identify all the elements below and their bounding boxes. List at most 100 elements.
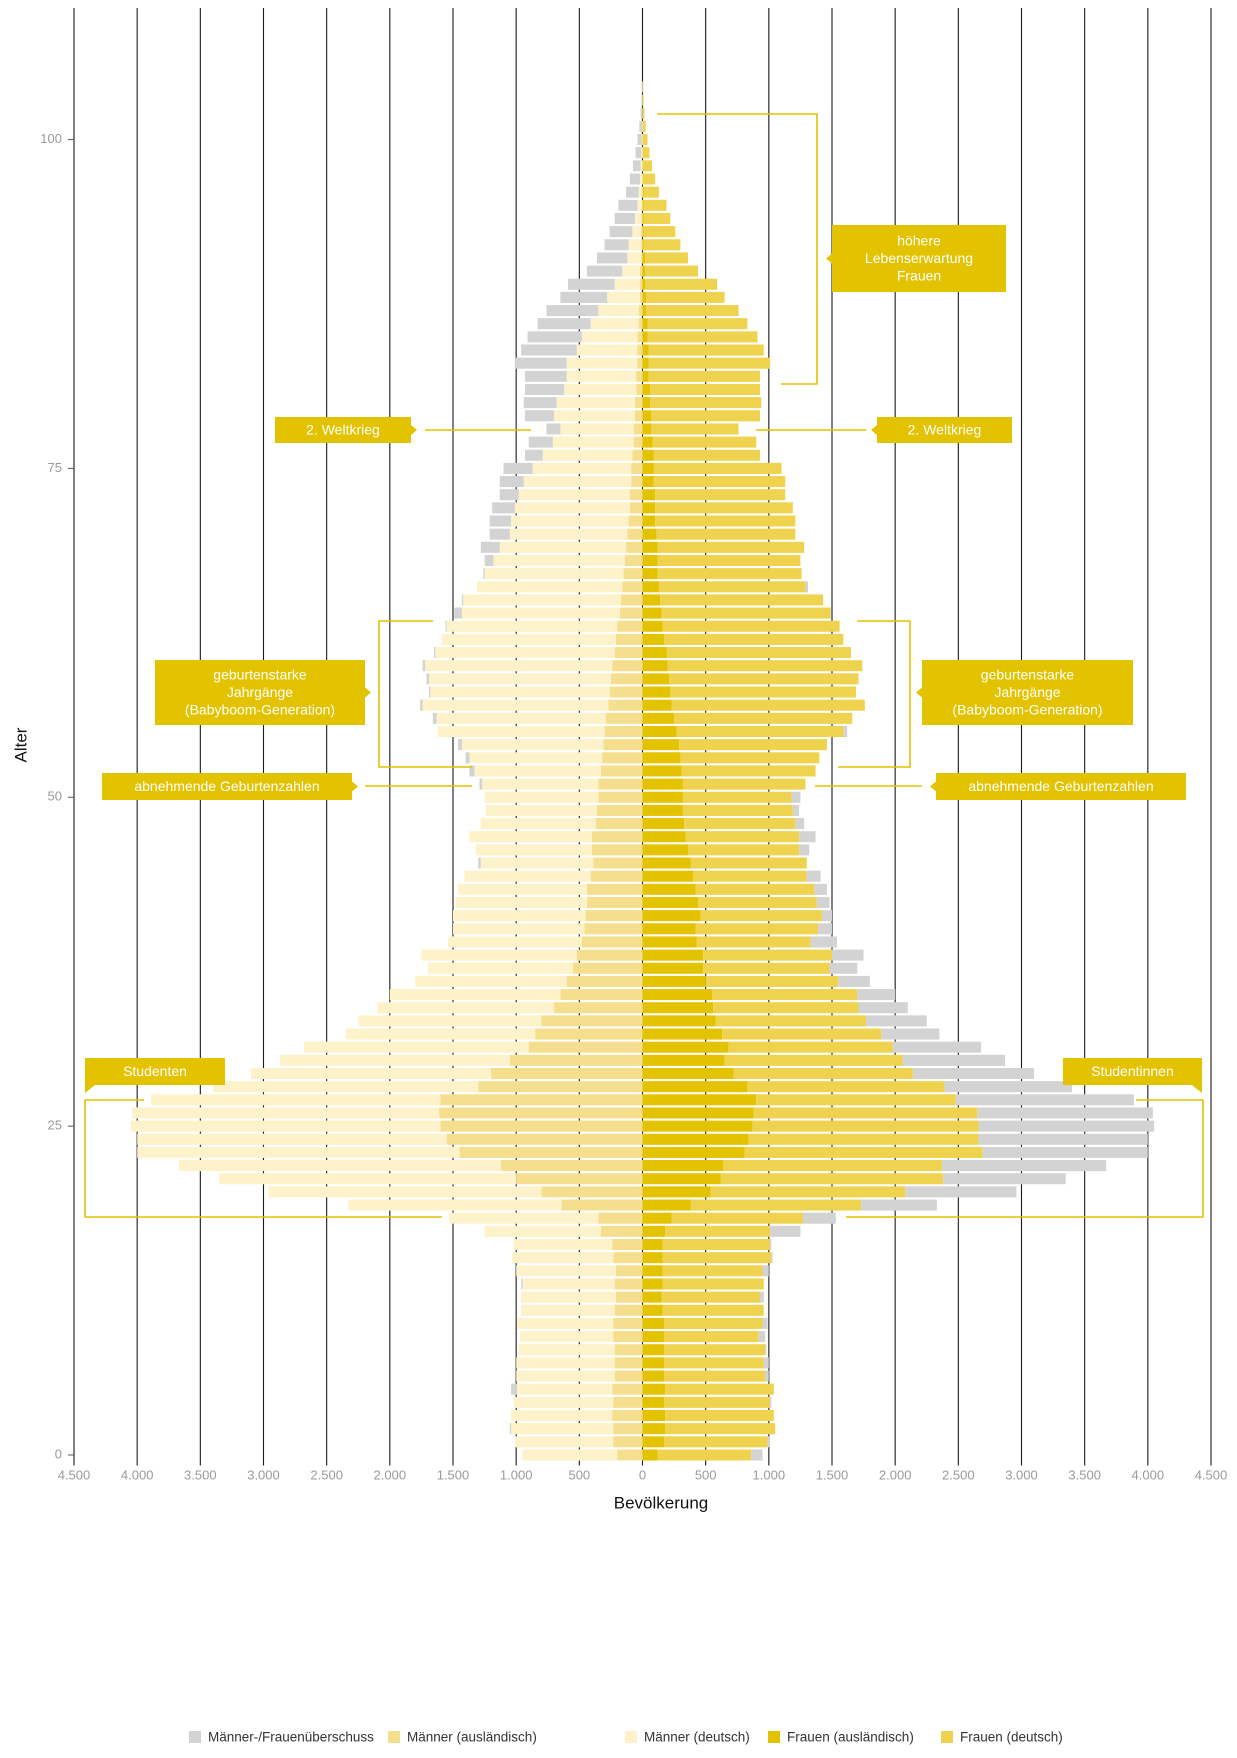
bar-segment (130, 1120, 441, 1132)
bar-segment (642, 989, 712, 1001)
surplus-bar (805, 581, 808, 593)
bar-segment (642, 1094, 757, 1106)
surplus-bar (941, 1160, 1107, 1172)
bar-segment (642, 962, 704, 974)
bar-segment (566, 370, 637, 382)
bar-segment (642, 1423, 666, 1435)
bar-segment (591, 831, 643, 843)
bar-segment (756, 1094, 956, 1106)
bar-segment (662, 1252, 772, 1264)
surplus-bar (912, 1067, 1035, 1080)
bar-segment (613, 1252, 643, 1264)
bar-segment (602, 752, 643, 764)
surplus-bar (525, 449, 543, 461)
bar-segment (684, 818, 796, 830)
annotation-text: Lebenserwartung (865, 250, 973, 266)
annotation-text: geburtenstarke (213, 667, 307, 683)
surplus-bar (892, 1041, 982, 1053)
bar-segment (513, 1396, 614, 1408)
bar-segment (641, 226, 643, 238)
bar-segment (667, 660, 863, 672)
surplus-bar (765, 1370, 769, 1382)
bar-segment (615, 633, 643, 645)
bar-segment (642, 291, 647, 303)
bar-segment (645, 265, 699, 277)
bar-segment (652, 436, 757, 448)
bar-segment (642, 1002, 714, 1014)
bar-segment (642, 1383, 666, 1395)
surplus-bar (604, 239, 629, 251)
bar-segment (614, 1344, 643, 1356)
bar-segment (642, 1370, 664, 1382)
bar-segment (613, 1317, 643, 1329)
surplus-bar (759, 1291, 764, 1303)
bar-segment (642, 896, 699, 909)
bar-segment (711, 989, 858, 1001)
annotation-box (85, 1058, 225, 1085)
bar-segment (626, 541, 643, 553)
bar-segment (653, 462, 782, 474)
bar-segment (642, 318, 648, 330)
bar-segment (658, 581, 806, 593)
bar-segment (642, 686, 671, 698)
bar-segment (628, 515, 643, 527)
bar-segment (212, 1081, 479, 1093)
annotation-text: Jahrgänge (227, 684, 293, 700)
bar-segment (641, 120, 643, 132)
bar-segment (643, 226, 676, 238)
bar-segment (642, 1331, 664, 1343)
bar-segment (653, 449, 760, 461)
bar-segment (642, 1133, 749, 1145)
surplus-bar (465, 752, 470, 764)
surplus-bar (586, 265, 623, 277)
bar-segment (628, 239, 642, 251)
bar-segment (642, 673, 670, 685)
bar-segment (660, 594, 824, 606)
bar-segment (666, 647, 851, 659)
bar-segment (657, 1449, 752, 1461)
surplus-bar (858, 1002, 908, 1014)
bar-segment (593, 857, 643, 869)
x-tick-label: 1.500 (437, 1467, 470, 1482)
bar-segment (137, 1146, 460, 1158)
bar-segment (461, 607, 620, 619)
bar-segment (631, 462, 643, 474)
bar-segment (219, 1173, 517, 1185)
surplus-bar (527, 331, 582, 343)
bar-segment (637, 331, 643, 343)
surplus-bar (521, 344, 577, 356)
bar-segment (345, 1028, 536, 1040)
bar-segment (642, 1160, 724, 1172)
surplus-bar (795, 818, 805, 830)
bar-segment (642, 844, 688, 856)
bar-segment (642, 107, 645, 119)
bar-segment (595, 818, 643, 830)
surplus-bar (618, 199, 638, 211)
bar-segment (663, 1370, 766, 1382)
bar-segment (446, 620, 618, 632)
bar-segment (581, 331, 638, 343)
bar-segment (640, 160, 643, 172)
legend: Männer-/Frauenüberschuss Männer (ausländi… (189, 1730, 1063, 1745)
bar-segment (643, 186, 659, 198)
bar-segment (642, 1120, 753, 1132)
x-tick-label: 1.000 (500, 1467, 533, 1482)
bar-segment (642, 1054, 725, 1066)
bar-segment (642, 423, 652, 435)
annotation-text: Studenten (123, 1063, 187, 1079)
surplus-bar (902, 1054, 1006, 1066)
bar-segment (501, 1160, 643, 1172)
bar-segment (669, 673, 859, 685)
bar-segment (425, 660, 613, 672)
bar-segment (441, 633, 616, 645)
bar-segment (663, 1331, 759, 1343)
bar-segment (556, 397, 635, 409)
bar-segment (703, 962, 830, 974)
bar-segment (642, 660, 668, 672)
x-tick-label: 2.000 (879, 1467, 912, 1482)
bar-segment (642, 357, 649, 369)
bar-segment (603, 739, 643, 751)
bar-segment (642, 1409, 666, 1422)
bar-segment (663, 1317, 763, 1329)
